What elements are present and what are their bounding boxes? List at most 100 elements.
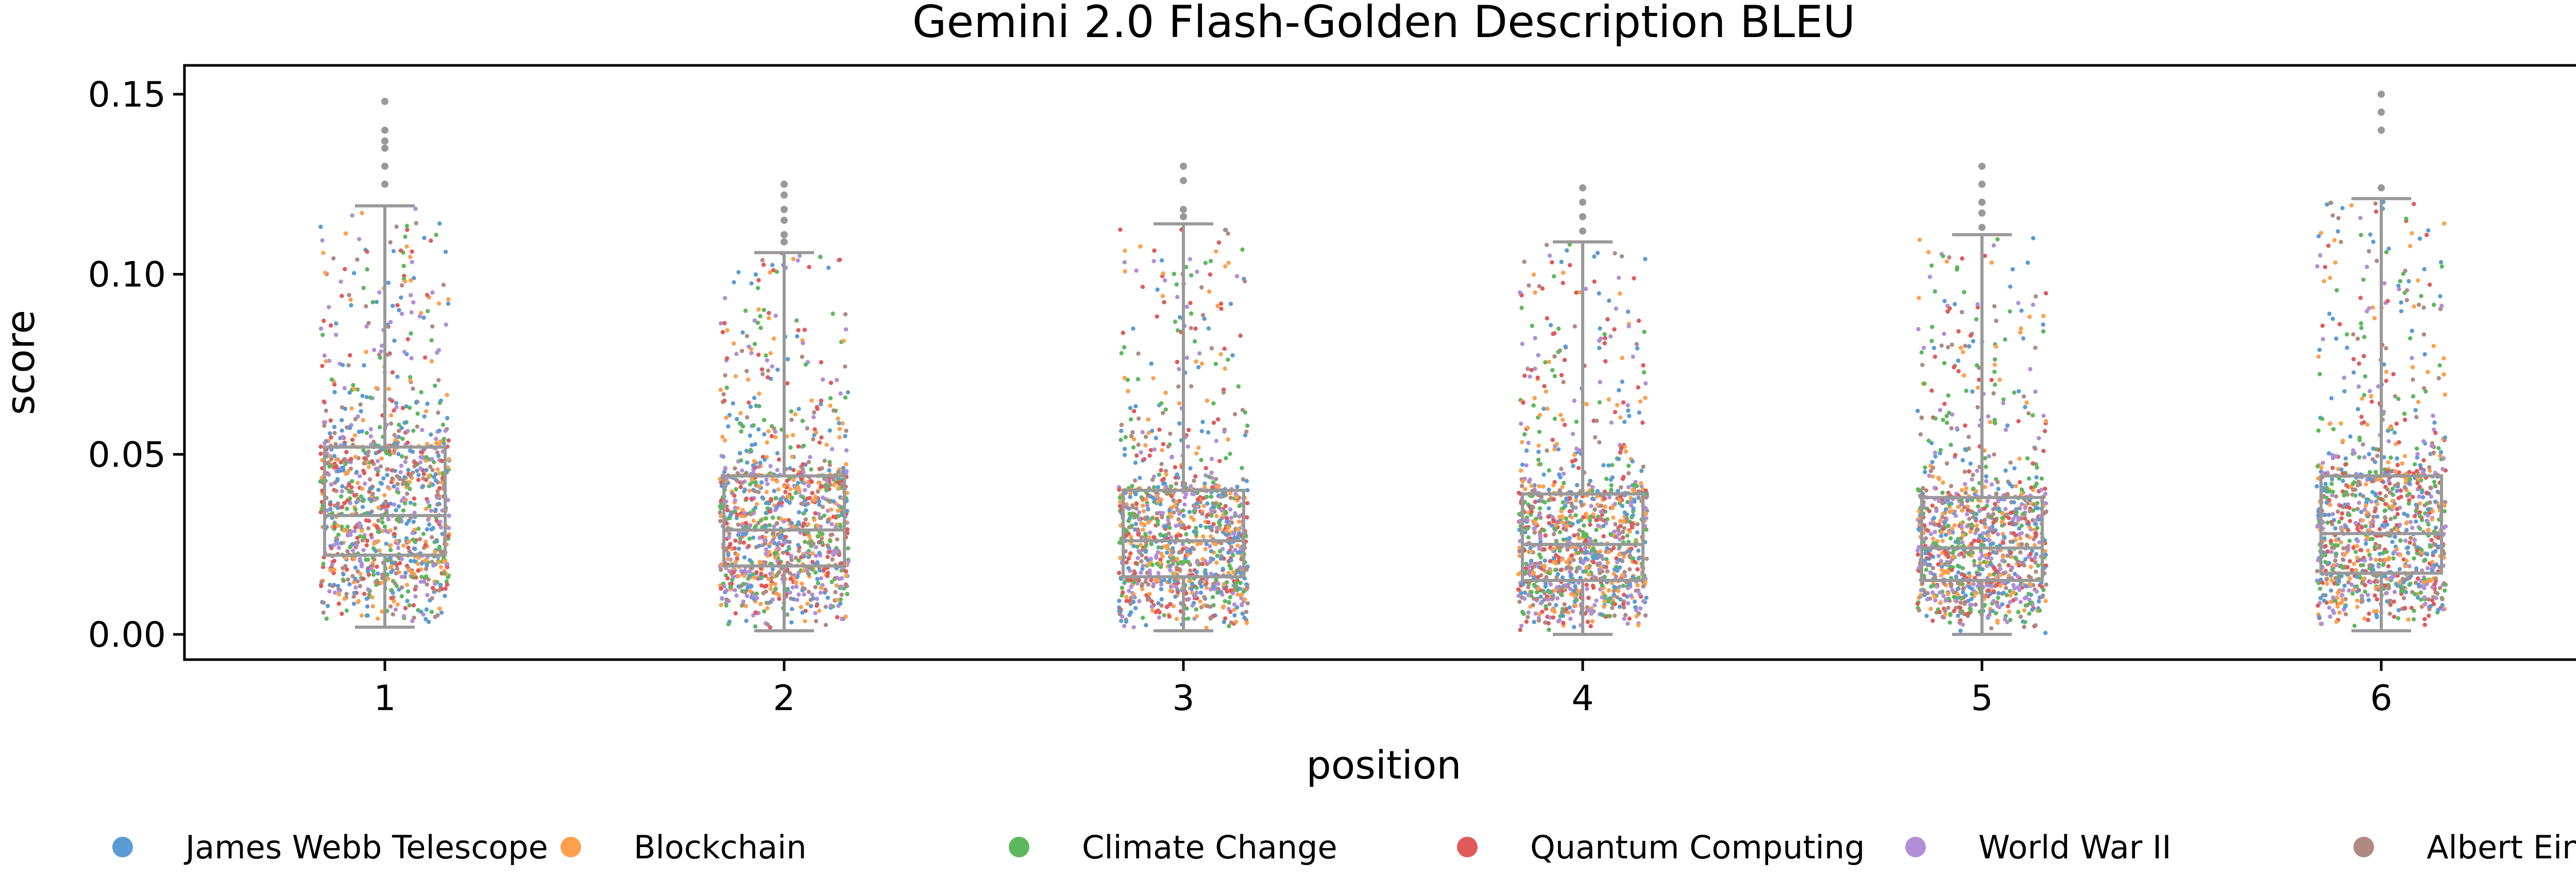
strip-point: [1243, 279, 1247, 284]
strip-point: [2030, 518, 2035, 523]
strip-point: [718, 387, 723, 392]
strip-point: [388, 528, 393, 533]
strip-point: [1641, 464, 1646, 469]
strip-point: [1167, 614, 1172, 619]
strip-point: [802, 443, 806, 448]
strip-point: [1164, 605, 1169, 609]
strip-point: [325, 508, 330, 513]
strip-point: [1573, 505, 1578, 510]
strip-point: [409, 293, 413, 298]
strip-point: [1236, 384, 1241, 389]
strip-point: [351, 580, 356, 584]
strip-point: [1558, 592, 1564, 597]
strip-point: [1602, 341, 1607, 346]
strip-point: [837, 435, 842, 440]
strip-point: [1136, 416, 1141, 421]
strip-point: [1126, 566, 1131, 571]
strip-point: [377, 352, 382, 357]
strip-point: [364, 304, 368, 308]
strip-point: [736, 546, 741, 551]
strip-point: [324, 408, 329, 413]
strip-point: [424, 468, 429, 473]
strip-point: [445, 392, 449, 398]
strip-point: [394, 562, 399, 567]
strip-point: [1161, 442, 1166, 446]
strip-point: [446, 301, 451, 306]
strip-point: [774, 269, 779, 274]
strip-point: [1162, 300, 1166, 305]
strip-point: [1556, 326, 1561, 331]
strip-point: [777, 596, 782, 601]
strip-point: [1141, 509, 1146, 513]
strip-point: [355, 414, 360, 419]
strip-point: [1192, 600, 1196, 606]
strip-point: [1986, 414, 1991, 419]
strip-point: [1926, 250, 1931, 254]
strip-point: [1193, 326, 1198, 331]
strip-point: [1228, 588, 1233, 593]
strip-point: [1533, 336, 1537, 340]
strip-point: [426, 309, 430, 314]
strip-point: [327, 472, 331, 477]
strip-point: [2034, 532, 2039, 537]
strip-point: [1538, 506, 1543, 511]
strip-point: [395, 602, 400, 607]
strip-point: [788, 487, 793, 492]
strip-point: [1633, 605, 1638, 610]
strip-point: [436, 502, 442, 506]
strip-point: [1118, 438, 1123, 442]
strip-point: [1632, 560, 1637, 564]
strip-point: [839, 616, 844, 622]
strip-point: [800, 524, 805, 528]
strip-point: [415, 424, 419, 429]
strip-point: [735, 417, 739, 422]
strip-point: [1120, 585, 1125, 590]
strip-point: [733, 505, 738, 510]
strip-point: [1232, 412, 1238, 417]
strip-point: [1205, 603, 1209, 609]
strip-point: [1579, 499, 1583, 504]
strip-point: [429, 338, 434, 342]
strip-point: [357, 237, 362, 241]
strip-point: [1954, 574, 1958, 579]
strip-point: [1187, 597, 1191, 601]
strip-point: [802, 592, 807, 597]
strip-point: [1546, 597, 1551, 602]
strip-point: [422, 355, 428, 360]
strip-point: [1133, 492, 1138, 496]
strip-point: [380, 520, 385, 525]
strip-point: [806, 460, 811, 464]
strip-point: [1174, 524, 1178, 528]
strip-point: [362, 363, 366, 368]
strip-point: [1920, 416, 1924, 420]
strip-point: [802, 481, 807, 486]
strip-point: [388, 543, 393, 548]
strip-point: [1988, 420, 1993, 424]
strip-point: [748, 404, 753, 409]
strip-point: [769, 576, 774, 580]
strip-point: [397, 519, 401, 524]
strip-point: [397, 422, 401, 427]
strip-point: [358, 402, 363, 407]
strip-point: [1918, 432, 1923, 437]
strip-point: [447, 513, 451, 518]
strip-point: [336, 545, 341, 550]
strip-point: [833, 590, 838, 595]
strip-point: [340, 294, 344, 298]
strip-point: [429, 610, 434, 614]
strip-point: [817, 550, 822, 556]
strip-point: [1244, 429, 1249, 434]
strip-point: [749, 351, 754, 355]
strip-point: [1596, 523, 1601, 528]
strip-point: [436, 378, 441, 383]
strip-point: [838, 391, 843, 396]
strip-point: [762, 538, 767, 543]
strip-point: [327, 358, 332, 363]
strip-point: [386, 576, 391, 581]
strip-point: [1930, 460, 1935, 464]
strip-point: [1991, 243, 1996, 248]
strip-point: [1572, 453, 1577, 457]
strip-point: [372, 557, 377, 562]
strip-point: [345, 567, 349, 572]
strip-point: [362, 461, 366, 465]
